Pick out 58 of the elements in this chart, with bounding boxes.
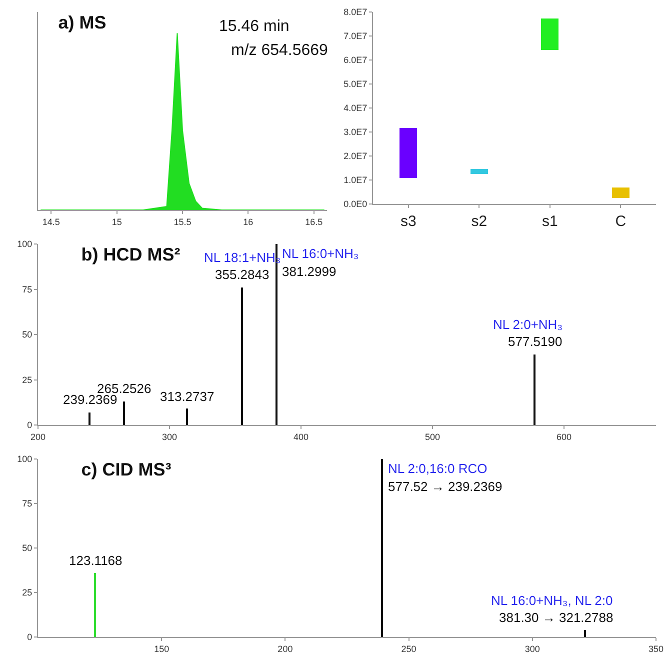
annotation: 15.46 min: [219, 18, 290, 35]
annotation: 577.52 → 239.2369: [388, 479, 502, 494]
x-tick-label: s1: [542, 213, 558, 230]
annotation: m/z 654.5669: [231, 42, 328, 59]
annotation: 313.2737: [160, 389, 214, 404]
annotation: NL 16:0+NH₃, NL 2:0: [491, 593, 613, 608]
x-tick-label: 14.5: [42, 216, 60, 227]
y-tick-label: 0: [27, 632, 32, 642]
annotation: 123.1168: [69, 553, 122, 568]
y-tick-label: 50: [22, 543, 32, 554]
y-tick-label: 75: [22, 284, 32, 294]
y-tick-label: 75: [22, 498, 32, 509]
annotation: NL 16:0+NH₃: [282, 246, 359, 261]
y-tick-label: 0.0E0: [344, 199, 368, 210]
y-tick-label: 100: [17, 239, 32, 250]
annotation: 381.30 → 321.2788: [499, 610, 614, 625]
x-tick-label: 300: [524, 644, 540, 654]
x-tick-label: 400: [293, 432, 308, 442]
chart-title: b) HCD MS²: [81, 244, 180, 265]
annotation: 381.2999: [282, 264, 336, 279]
y-tick-label: 8.0E7: [344, 7, 368, 18]
y-tick-label: 50: [22, 330, 32, 340]
x-tick-label: 15: [112, 216, 122, 227]
x-tick-label: s3: [400, 213, 416, 230]
x-tick-label: s2: [471, 213, 488, 230]
y-tick-label: 25: [22, 588, 32, 598]
annotation: 355.2843: [215, 267, 270, 282]
y-tick-label: 100: [17, 454, 32, 464]
x-tick-label: 350: [648, 644, 664, 654]
annotation: NL 2:0,16:0 RCO: [388, 461, 488, 476]
x-tick-label: 16: [243, 216, 254, 227]
y-tick-label: 4.0E7: [344, 103, 368, 114]
x-tick-label: 600: [556, 432, 572, 442]
y-tick-label: 7.0E7: [344, 31, 368, 42]
bar: [541, 18, 559, 50]
x-tick-label: 15.5: [174, 216, 192, 227]
x-tick-label: 250: [401, 644, 416, 654]
bar: [612, 187, 630, 198]
chart-title: a) MS: [58, 12, 106, 33]
x-tick-label: 500: [424, 432, 440, 442]
chart-title: c) CID MS³: [81, 460, 172, 480]
y-tick-label: 1.0E7: [344, 175, 368, 186]
y-tick-label: 3.0E7: [344, 127, 368, 138]
x-tick-label: 16.5: [305, 216, 323, 227]
y-tick-label: 2.0E7: [344, 151, 368, 162]
bar: [400, 128, 418, 178]
x-tick-label: 300: [162, 432, 178, 442]
x-tick-label: 150: [154, 644, 170, 654]
x-tick-label: 200: [30, 432, 46, 442]
y-tick-label: 25: [22, 374, 32, 385]
annotation: NL 2:0+NH₃: [493, 317, 562, 332]
annotation: 577.5190: [508, 334, 562, 349]
y-tick-label: 5.0E7: [344, 79, 368, 90]
y-tick-label: 6.0E7: [344, 55, 368, 66]
x-tick-label: C: [615, 213, 626, 230]
bar: [470, 168, 488, 174]
x-tick-label: 200: [278, 644, 293, 654]
y-tick-label: 0: [27, 420, 32, 430]
